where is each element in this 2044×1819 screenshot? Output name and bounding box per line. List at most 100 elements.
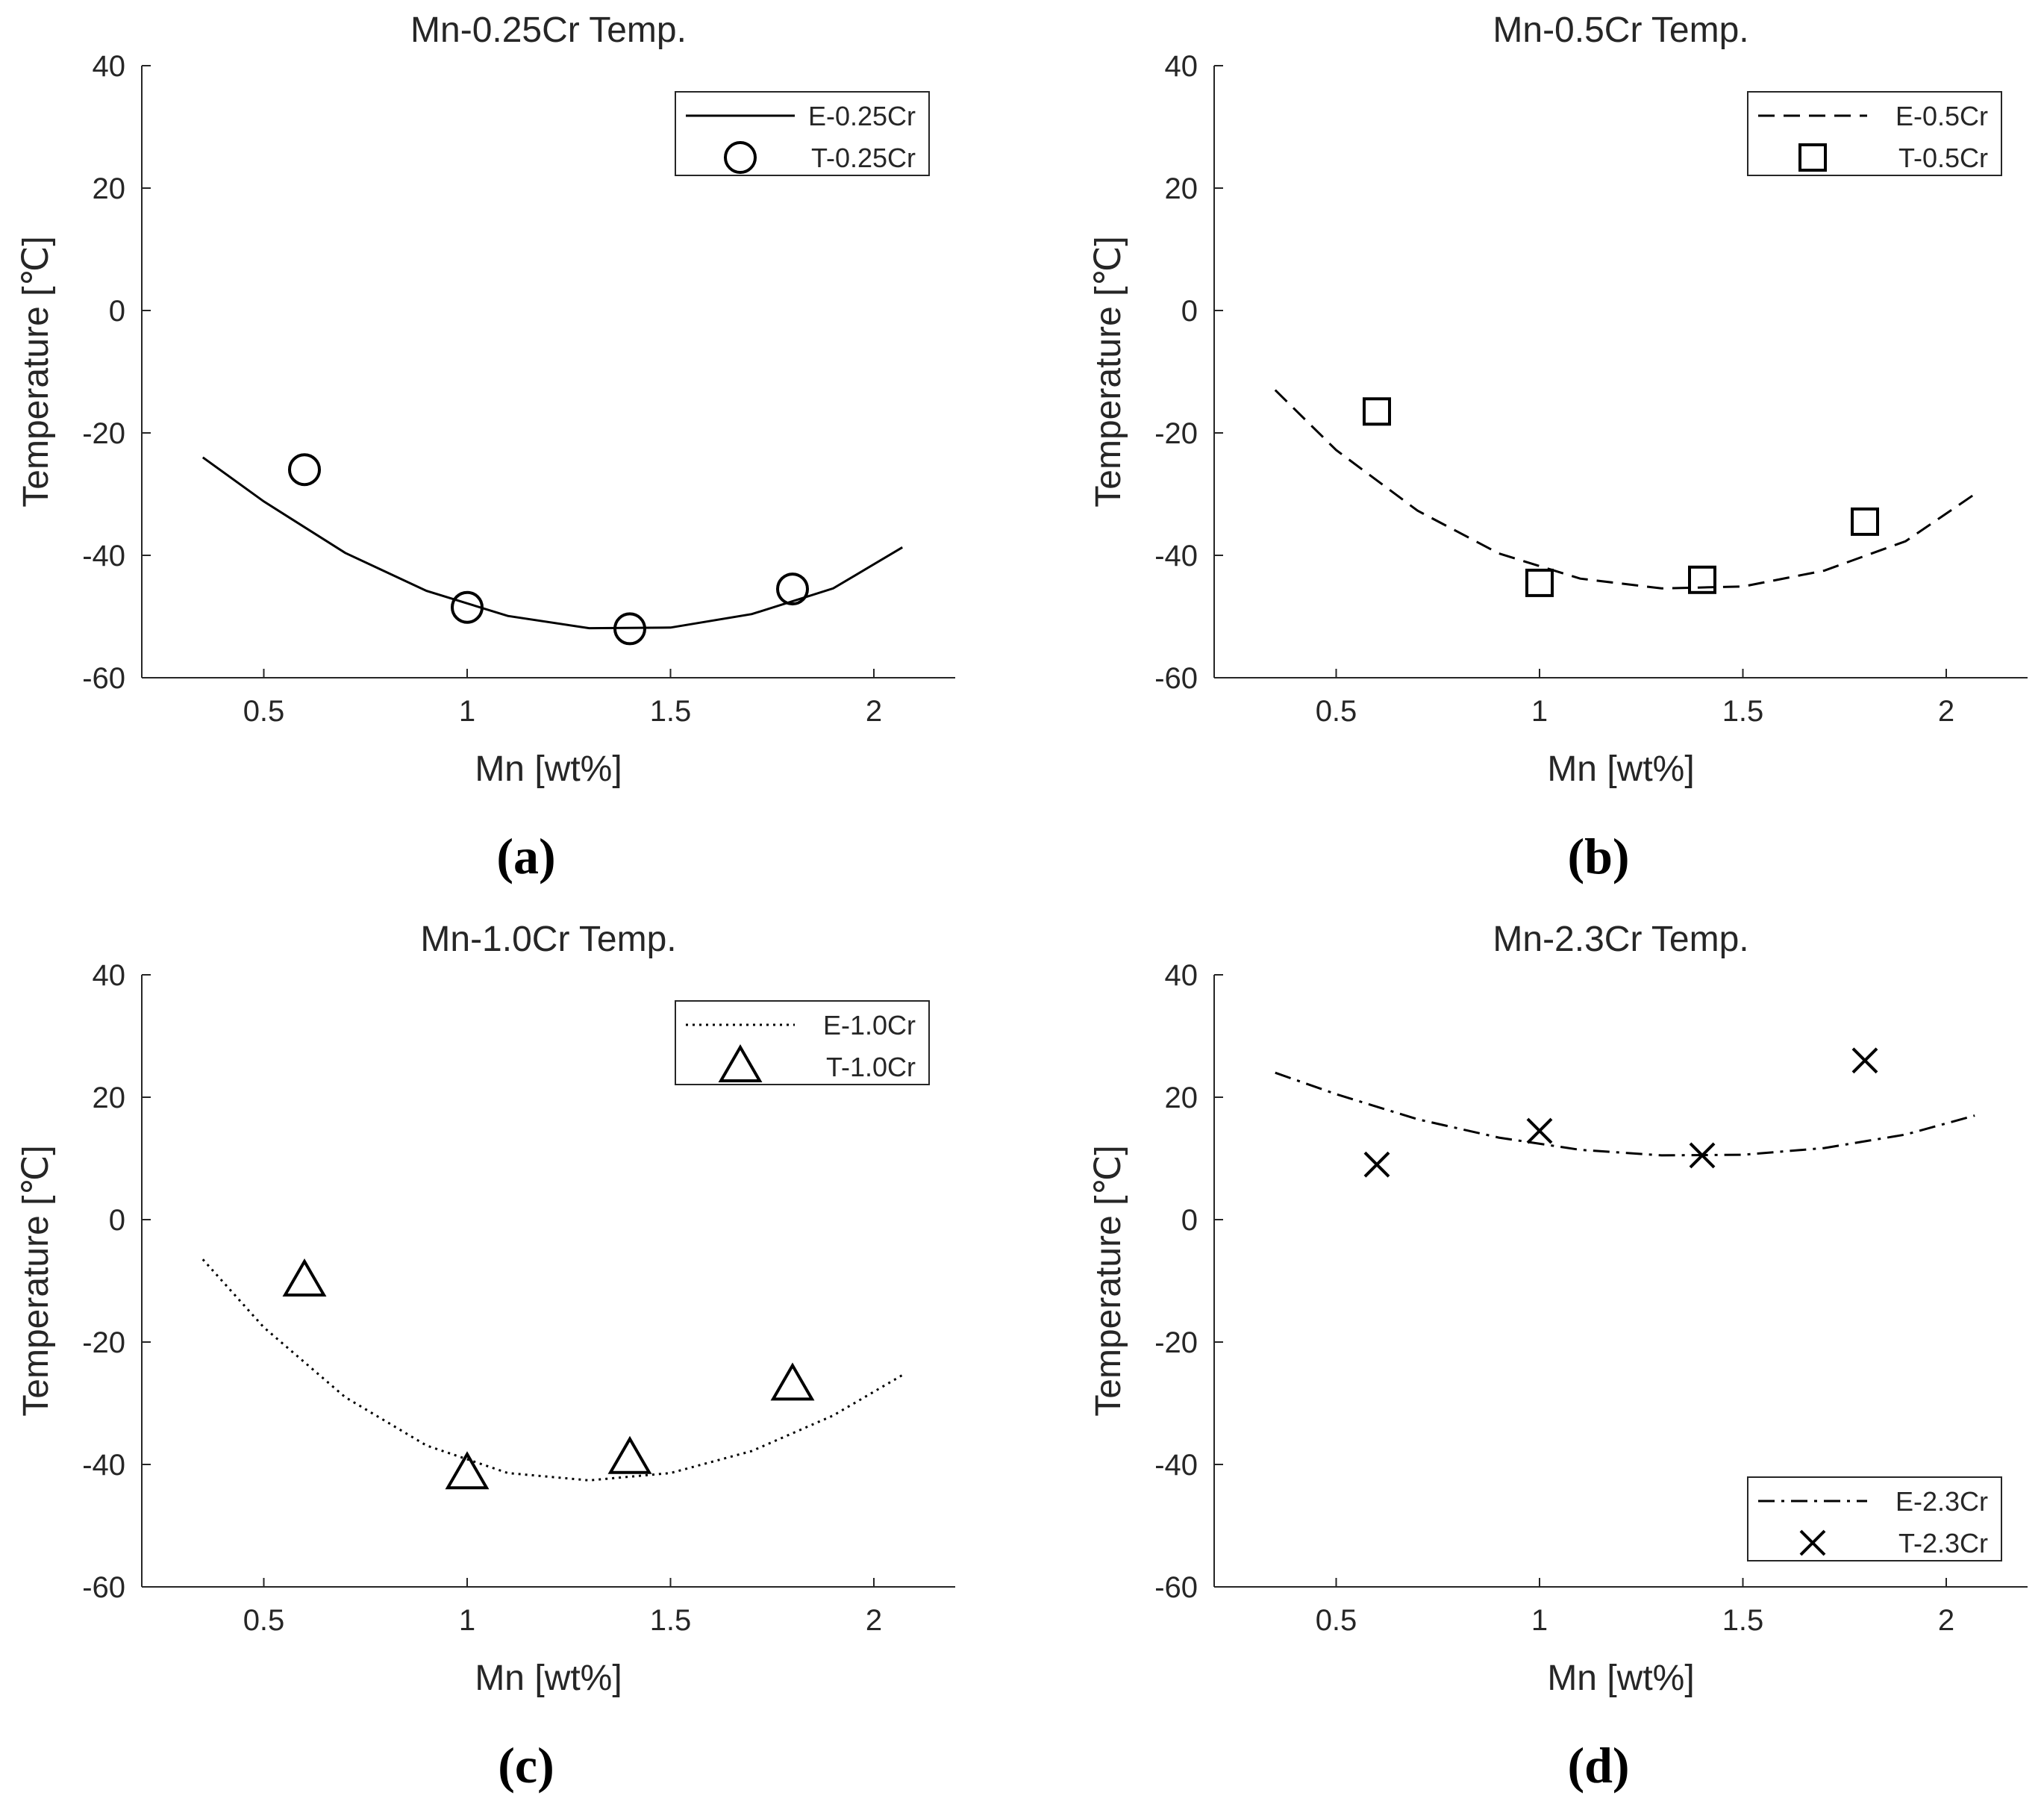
x-tick-label: 0.5 — [1316, 1604, 1357, 1637]
data-point-T-1.0Cr — [445, 1451, 490, 1490]
x-tick-label: 0.5 — [243, 695, 285, 728]
x-tick-label: 1 — [459, 1604, 475, 1637]
y-tick-label: -40 — [1154, 540, 1198, 572]
y-tick-label: 20 — [1165, 1082, 1198, 1114]
legend-label: E-0.25Cr — [808, 101, 916, 131]
chart-title: Mn-0.5Cr Temp. — [1493, 10, 1748, 50]
data-point-T-1.0Cr — [607, 1435, 652, 1474]
legend-label: E-0.5Cr — [1895, 101, 1988, 131]
series-line-E-1.0Cr — [201, 1258, 903, 1482]
chart-title: Mn-2.3Cr Temp. — [1493, 920, 1748, 959]
y-tick-label: 40 — [93, 50, 126, 83]
series-line-E-0.25Cr — [201, 456, 903, 630]
legend-marker-swatch — [1798, 143, 1827, 172]
y-tick-label: -60 — [1154, 662, 1198, 695]
x-tick-label: 1 — [459, 695, 475, 728]
panel-b: 0.5 1 1.5 2 -60 -40 -20 0 20 40 Mn-0.5Cr Temp. Mn [… — [1072, 0, 2044, 909]
data-point-T-0.25Cr — [776, 572, 809, 606]
series-line-E-2.3Cr — [1275, 1071, 1975, 1157]
panel-d: 0.5 1 1.5 2 -60 -40 -20 0 20 40 Mn-2.3Cr Temp. Mn [… — [1072, 909, 2044, 1819]
y-tick-label: -40 — [1154, 1449, 1198, 1482]
x-tick-label: 2 — [1938, 695, 1954, 728]
y-tick-label: -60 — [1154, 1571, 1198, 1604]
y-tick-label: 20 — [93, 1082, 126, 1114]
data-point-T-2.3Cr — [1363, 1151, 1390, 1178]
data-point-T-2.3Cr — [1689, 1142, 1716, 1169]
y-tick-label: 0 — [109, 295, 125, 328]
y-tick-label: 0 — [1181, 295, 1198, 328]
y-tick-label: -60 — [82, 662, 125, 695]
panel-a: 0.5 1 1.5 2 -60 -40 -20 0 20 40 Mn-0.25Cr Temp. Mn … — [0, 0, 1022, 909]
y-axis-label: Temperature [℃] — [1089, 236, 1128, 507]
y-tick-label: 0 — [1181, 1204, 1198, 1237]
x-tick-label: 1.5 — [1722, 1604, 1764, 1637]
y-tick-label: 40 — [93, 959, 126, 992]
y-tick-label: -20 — [1154, 417, 1198, 450]
panel-label: (b) — [1567, 828, 1629, 884]
data-point-T-2.3Cr — [1851, 1047, 1878, 1074]
panel-label: (d) — [1567, 1737, 1629, 1794]
y-tick-label: -40 — [82, 540, 125, 572]
y-tick-label: -60 — [82, 1571, 125, 1604]
x-axis-label: Mn [wt%] — [1547, 1659, 1694, 1698]
x-tick-label: 0.5 — [1316, 695, 1357, 728]
x-tick-label: 2 — [866, 695, 882, 728]
legend-label: E-1.0Cr — [823, 1010, 916, 1040]
panel-c: 0.5 1 1.5 2 -60 -40 -20 0 20 40 Mn-1.0Cr Temp. Mn [… — [0, 909, 1022, 1819]
x-tick-label: 1.5 — [1722, 695, 1764, 728]
data-point-T-0.25Cr — [288, 453, 321, 487]
y-tick-label: -20 — [82, 417, 125, 450]
y-tick-label: 40 — [1165, 50, 1198, 83]
legend-marker-swatch — [1799, 1529, 1826, 1556]
x-tick-label: 1 — [1531, 695, 1548, 728]
data-point-T-0.5Cr — [1363, 397, 1391, 426]
x-tick-label: 2 — [866, 1604, 882, 1637]
x-axis-label: Mn [wt%] — [1547, 749, 1694, 789]
x-tick-label: 0.5 — [243, 1604, 285, 1637]
y-axis-label: Temperature [℃] — [1089, 1145, 1128, 1416]
x-tick-label: 1.5 — [650, 695, 692, 728]
data-point-T-1.0Cr — [282, 1258, 327, 1297]
y-axis-label: Temperature [℃] — [16, 236, 56, 507]
y-tick-label: -20 — [82, 1326, 125, 1359]
data-point-T-0.25Cr — [451, 590, 484, 624]
x-tick-label: 2 — [1938, 1604, 1954, 1637]
y-tick-label: 40 — [1165, 959, 1198, 992]
legend-box — [675, 1000, 930, 1085]
data-point-T-2.3Cr — [1526, 1117, 1553, 1144]
legend-label: E-2.3Cr — [1895, 1486, 1988, 1517]
y-tick-label: -20 — [1154, 1326, 1198, 1359]
data-point-T-0.5Cr — [1688, 565, 1716, 594]
chart-d: 0.5 1 1.5 2 -60 -40 -20 0 20 40 Mn-2.3Cr Temp. Mn [… — [1089, 920, 2028, 1794]
legend-marker-swatch — [724, 141, 757, 174]
data-point-T-0.5Cr — [1851, 507, 1879, 536]
x-tick-label: 1 — [1531, 1604, 1548, 1637]
legend-box — [675, 91, 930, 176]
y-axis-label: Temperature [℃] — [16, 1145, 56, 1416]
y-tick-label: 20 — [93, 172, 126, 205]
y-tick-label: -40 — [82, 1449, 125, 1482]
chart-c: 0.5 1 1.5 2 -60 -40 -20 0 20 40 Mn-1.0Cr Temp. Mn [… — [16, 920, 955, 1794]
legend-label: T-1.0Cr — [826, 1052, 916, 1082]
chart-title: Mn-1.0Cr Temp. — [420, 920, 676, 959]
panel-label: (a) — [496, 828, 555, 884]
chart-a: 0.5 1 1.5 2 -60 -40 -20 0 20 40 Mn-0.25Cr Temp. Mn … — [16, 10, 955, 884]
chart-title: Mn-0.25Cr Temp. — [410, 10, 687, 50]
y-tick-label: 20 — [1165, 172, 1198, 205]
legend-marker-swatch — [718, 1044, 763, 1082]
legend-box — [1747, 91, 2002, 176]
x-axis-label: Mn [wt%] — [475, 749, 622, 789]
chart-b: 0.5 1 1.5 2 -60 -40 -20 0 20 40 Mn-0.5Cr Temp. Mn [… — [1089, 10, 2028, 884]
legend-label: T-0.5Cr — [1898, 143, 1988, 173]
series-line-E-0.5Cr — [1274, 389, 1976, 590]
legend-box — [1747, 1476, 2002, 1561]
data-point-T-1.0Cr — [770, 1362, 815, 1401]
legend-label: T-0.25Cr — [811, 143, 916, 173]
data-point-T-0.25Cr — [613, 612, 646, 646]
data-point-T-0.5Cr — [1525, 568, 1554, 597]
legend-label: T-2.3Cr — [1898, 1528, 1988, 1559]
x-axis-label: Mn [wt%] — [475, 1659, 622, 1698]
panel-label: (c) — [498, 1737, 554, 1794]
x-tick-label: 1.5 — [650, 1604, 692, 1637]
